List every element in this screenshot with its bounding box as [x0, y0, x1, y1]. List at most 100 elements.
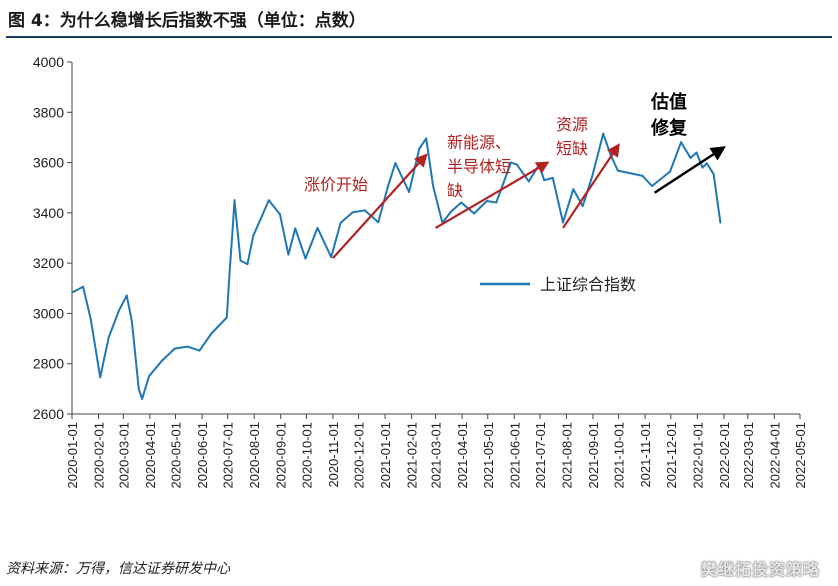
x-tick-label: 2020-03-01	[116, 422, 131, 489]
data-point	[543, 179, 546, 182]
data-point	[239, 259, 242, 262]
data-point	[198, 349, 201, 352]
data-point	[581, 205, 584, 208]
x-tick-label: 2020-10-01	[299, 422, 314, 489]
x-tick-label: 2020-12-01	[352, 422, 367, 489]
data-point	[363, 209, 366, 212]
x-tick-label: 2021-03-01	[429, 422, 444, 489]
x-tick-label: 2021-12-01	[664, 422, 679, 489]
x-tick-label: 2022-01-01	[690, 422, 705, 489]
data-point	[228, 274, 231, 277]
y-tick-label: 2600	[33, 406, 64, 422]
data-point	[246, 263, 249, 266]
data-point	[527, 180, 530, 183]
x-tick-label: 2021-09-01	[586, 422, 601, 489]
annotation-label: 资源短缺	[556, 115, 588, 158]
data-point	[186, 345, 189, 348]
x-tick-label: 2020-09-01	[274, 422, 289, 489]
x-tick-label: 2022-02-01	[717, 422, 732, 489]
data-point	[712, 172, 715, 175]
legend: 上证综合指数	[480, 275, 636, 294]
data-point	[141, 397, 144, 400]
data-point	[719, 221, 722, 224]
series-layer	[71, 132, 722, 400]
title-divider	[6, 36, 832, 38]
data-point	[701, 166, 704, 169]
data-point	[689, 157, 692, 160]
x-tick-label: 2022-04-01	[767, 422, 782, 489]
series-line-shanghai-composite	[72, 132, 722, 400]
data-point	[225, 316, 228, 319]
data-point	[680, 141, 683, 144]
x-tick-label: 2021-11-01	[638, 422, 653, 488]
annotation-arrow	[653, 146, 726, 194]
data-point	[562, 221, 565, 224]
data-point	[705, 162, 708, 165]
annotation-arrow	[562, 143, 620, 229]
data-point	[668, 170, 671, 173]
annotation-label: 估值修复	[650, 91, 688, 139]
x-axis: 2020-01-01 2020-02-01 2020-03-01 2020-04-01…	[65, 413, 808, 489]
y-tick-label: 3200	[33, 255, 64, 271]
data-point	[330, 256, 333, 259]
data-point	[210, 332, 213, 335]
data-point	[130, 320, 133, 323]
data-point	[89, 318, 92, 321]
data-point	[125, 294, 128, 297]
data-point	[641, 174, 644, 177]
data-point	[695, 151, 698, 154]
annotation-arrow	[332, 153, 428, 259]
watermark: 樊继拓投资策略	[700, 560, 820, 579]
data-point	[418, 147, 421, 150]
y-tick-label: 2800	[33, 356, 64, 372]
data-point	[173, 347, 176, 350]
data-point	[538, 163, 541, 166]
x-tick-label: 2021-10-01	[612, 422, 627, 489]
data-point	[515, 163, 518, 166]
x-tick-label: 2021-06-01	[507, 422, 522, 489]
annotation-layer: 涨价开始 新能源、半导体短缺 资源短缺 估值修复	[304, 91, 726, 259]
data-point	[339, 221, 342, 224]
x-tick-label: 2020-02-01	[92, 422, 107, 489]
data-point	[304, 257, 307, 260]
x-tick-label: 2020-07-01	[221, 422, 236, 489]
y-tick-label: 4000	[33, 54, 64, 70]
data-point	[71, 291, 74, 294]
x-tick-label: 2021-05-01	[481, 422, 496, 489]
data-point	[99, 376, 102, 379]
x-tick-label: 2020-04-01	[143, 422, 158, 489]
data-point	[118, 309, 121, 312]
chart-title: 图 4：为什么稳增长后指数不强（单位：点数）	[8, 11, 366, 31]
y-tick-label: 3800	[33, 104, 64, 120]
data-point	[394, 162, 397, 165]
data-point	[485, 200, 488, 203]
data-point	[460, 201, 463, 204]
data-point	[509, 161, 512, 164]
x-tick-label: 2020-05-01	[169, 422, 184, 489]
annotation-label: 涨价开始	[304, 175, 368, 194]
x-tick-label: 2021-07-01	[533, 422, 548, 489]
y-axis: 2600 2800 3000 3200 3400 3600 3800 4000	[33, 54, 73, 422]
data-point	[252, 234, 255, 237]
data-point	[351, 211, 354, 214]
data-point	[377, 221, 380, 224]
data-point	[233, 199, 236, 202]
y-tick-label: 3000	[33, 305, 64, 321]
x-tick-label: 2020-06-01	[195, 422, 210, 489]
data-point	[551, 176, 554, 179]
data-point	[107, 336, 110, 339]
data-point	[386, 186, 389, 189]
legend-label: 上证综合指数	[540, 275, 636, 294]
data-point	[628, 172, 631, 175]
x-tick-label: 2020-11-01	[326, 422, 341, 488]
data-point	[602, 132, 605, 135]
source-note: 资料来源：万得，信达证券研发中心	[6, 561, 230, 577]
data-point	[591, 175, 594, 178]
x-tick-label: 2022-05-01	[793, 422, 808, 489]
x-tick-label: 2020-01-01	[65, 422, 80, 489]
x-tick-label: 2021-01-01	[378, 422, 393, 489]
annotation-label: 新能源、半导体短缺	[447, 133, 511, 200]
data-point	[137, 387, 140, 390]
data-point	[287, 253, 290, 256]
